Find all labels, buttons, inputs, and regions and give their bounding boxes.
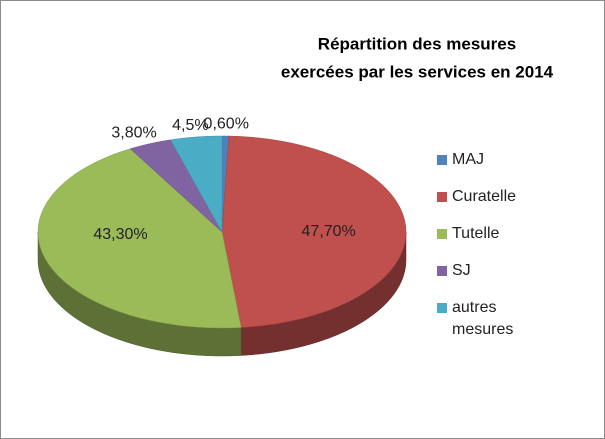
slice (221, 135, 407, 328)
legend-item: autres mesures (434, 298, 594, 338)
legend-item: Curatelle (434, 187, 594, 224)
legend-label: SJ (452, 262, 471, 279)
chart-title: exercées par les services en 2014 (281, 62, 554, 81)
legend: MAJ Curatelle Tutelle SJ autres mesures (434, 150, 594, 338)
data-label: 43,30% (93, 226, 147, 243)
data-label: 47,70% (302, 223, 356, 240)
legend-swatch (437, 266, 447, 276)
legend-item: MAJ (434, 150, 594, 187)
legend-label: Curatelle (452, 188, 517, 205)
legend-label: Tutelle (452, 225, 500, 242)
chart-title: Répartition des mesures (318, 34, 516, 53)
legend-swatch (437, 229, 447, 239)
legend-swatch (437, 303, 447, 313)
slice (129, 139, 223, 233)
legend-item: Tutelle (434, 224, 594, 261)
legend-swatch (437, 192, 447, 202)
slice (37, 148, 242, 329)
legend-item: SJ (434, 261, 594, 298)
data-label: 3,80% (111, 124, 156, 141)
slice (170, 135, 223, 233)
legend-label: MAJ (452, 151, 484, 168)
legend-swatch (437, 155, 447, 165)
legend-label: autres mesures (452, 299, 514, 338)
data-label: 4,5% (172, 117, 208, 134)
data-label: 0,60% (204, 116, 249, 133)
